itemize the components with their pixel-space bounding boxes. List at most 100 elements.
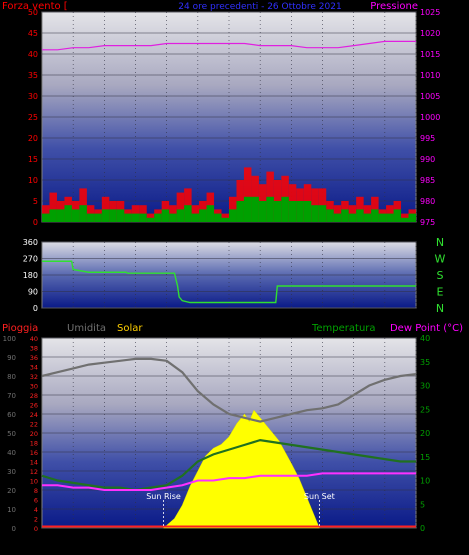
panel-temp-x-ticks: 02 04 06 08 10 12 14 16 18 20 22 00: [68, 540, 421, 549]
avg-wind-bar: [94, 213, 102, 222]
avg-wind-bar: [326, 209, 334, 222]
temp-tick-label: 30: [420, 382, 430, 391]
avg-wind-bar: [146, 217, 155, 222]
avg-wind-bar: [258, 201, 267, 222]
chart-title: 24 ore precedenti - 26 Ottobre 2021: [178, 2, 341, 12]
humidity-tick-label: 90: [7, 354, 16, 362]
rain-tick-label: 26: [30, 402, 38, 410]
wind-axis-ticks: 0 5 10 15 20 25 30 35 40 45 50: [28, 8, 38, 227]
x-tick-label: 16: [286, 540, 296, 549]
avg-wind-bar: [243, 196, 252, 222]
avg-wind-bar: [251, 196, 259, 222]
avg-wind-bar: [273, 201, 282, 222]
x-tick-label: 14: [255, 229, 265, 238]
direction-tick-label: 360: [23, 238, 38, 247]
avg-wind-bar: [371, 209, 379, 222]
humidity-line: [41, 357, 417, 423]
avg-wind-bar: [176, 209, 185, 222]
panel-wind-x-ticks: 02 04 06 08 10 12 14 16 18 20 22 00: [68, 229, 421, 238]
avg-wind-bar: [296, 201, 304, 222]
x-tick-label: 12: [224, 540, 234, 549]
avg-wind-bar: [101, 209, 110, 222]
avg-wind-bar: [333, 213, 342, 222]
pressure-label: Pressione: [370, 1, 418, 12]
wind-tick-label: 35: [28, 71, 38, 80]
wind-tick-label: 40: [28, 50, 38, 59]
humidity-tick-label: 40: [7, 449, 16, 457]
avg-wind-bar: [64, 205, 72, 222]
avg-wind-bar: [386, 213, 394, 222]
avg-wind-bar: [169, 213, 177, 222]
pressure-tick-label: 985: [420, 176, 435, 185]
panel-temp-series: Sun Rise Sun Set: [41, 357, 417, 529]
x-tick-label: 16: [286, 229, 296, 238]
panel-direction-grid: [42, 241, 417, 309]
x-tick-label: 10: [193, 540, 203, 549]
humidity-tick-label: 80: [7, 373, 16, 381]
humidity-tick-label: 10: [7, 506, 16, 514]
temp-axis-ticks: 0 5 10 15 20 25 30 35 40: [420, 334, 430, 533]
x-tick-label: 12: [224, 229, 234, 238]
avg-wind-bar: [214, 213, 222, 222]
wind-tick-label: 10: [28, 176, 38, 185]
direction-axis-ticks: 0 90 180 270 360: [23, 238, 38, 313]
wind-tick-label: 25: [28, 113, 38, 122]
wind-label: Forza vento [: [2, 1, 68, 12]
avg-wind-bar: [139, 213, 147, 222]
rain-tick-label: 20: [30, 430, 38, 438]
pressure-tick-label: 1015: [420, 50, 440, 59]
avg-wind-bar: [49, 209, 57, 222]
x-tick-label: 10: [193, 229, 203, 238]
avg-wind-bar: [221, 217, 229, 222]
temp-tick-label: 40: [420, 334, 430, 343]
humidity-tick-label: 0: [12, 525, 16, 533]
sunset-label: Sun Set: [304, 492, 335, 501]
wind-tick-label: 0: [33, 218, 38, 227]
rain-tick-label: 32: [30, 373, 38, 381]
rain-tick-label: 6: [34, 497, 38, 505]
humidity-tick-label: 100: [3, 335, 16, 343]
temperature-label: Temperatura: [311, 323, 376, 334]
x-tick-label: 18: [317, 540, 327, 549]
pressure-tick-label: 1010: [420, 71, 440, 80]
avg-wind-bar: [154, 213, 162, 222]
avg-wind-bar: [348, 213, 357, 222]
solar-area: [162, 409, 320, 529]
avg-wind-bar: [318, 205, 327, 222]
humidity-tick-label: 30: [7, 468, 16, 476]
wind-tick-label: 30: [28, 92, 38, 101]
avg-wind-bar: [378, 213, 387, 222]
avg-wind-bar: [56, 209, 65, 222]
x-tick-label: 14: [255, 540, 265, 549]
pressure-tick-label: 1005: [420, 92, 440, 101]
pressure-axis-ticks: 975 980 985 990 995 1000 1005 1010 1015 1020 1025: [420, 8, 440, 227]
x-tick-label: 04: [99, 540, 109, 549]
rain-tick-label: 8: [34, 487, 38, 495]
gust-bar: [176, 192, 185, 222]
pressure-tick-label: 1020: [420, 29, 440, 38]
temp-tick-label: 25: [420, 405, 430, 414]
avg-wind-bar: [393, 209, 402, 222]
temp-tick-label: 35: [420, 358, 430, 367]
x-tick-label: 08: [162, 540, 172, 549]
avg-wind-bar: [408, 213, 416, 222]
panel-wind-series: [42, 40, 416, 222]
temp-tick-label: 20: [420, 429, 430, 438]
avg-wind-bar: [199, 209, 207, 222]
rain-tick-label: 34: [30, 364, 38, 372]
avg-wind-bar: [236, 201, 244, 222]
wind-tick-label: 20: [28, 134, 38, 143]
pressure-tick-label: 980: [420, 197, 435, 206]
rain-tick-label: 12: [30, 468, 38, 476]
avg-wind-bar: [401, 217, 409, 222]
x-tick-label: 06: [130, 540, 140, 549]
humidity-axis-ticks: 0 10 20 30 40 50 60 70 80 90 100: [3, 335, 16, 533]
x-tick-label: 00: [411, 229, 421, 238]
avg-wind-bar: [303, 201, 312, 222]
pressure-line: [42, 40, 416, 51]
dewpoint-label: Dew Point (°C): [390, 323, 463, 334]
direction-tick-label: 0: [33, 304, 38, 313]
wind-tick-label: 15: [28, 155, 38, 164]
sunrise-label: Sun Rise: [146, 492, 181, 501]
